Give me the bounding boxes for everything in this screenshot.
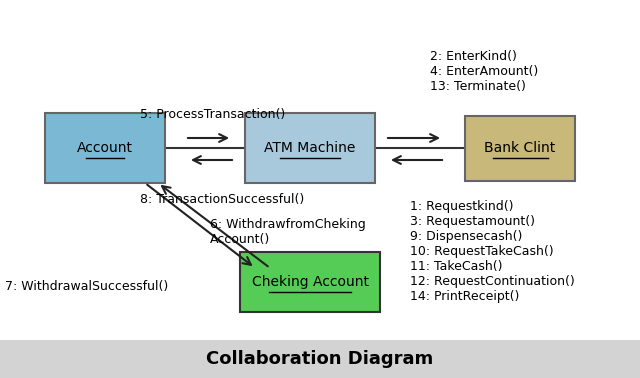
Text: Collaboration Diagram: Collaboration Diagram <box>206 350 434 368</box>
Text: Cheking Account: Cheking Account <box>252 275 369 289</box>
Text: 6: WithdrawfromCheking
Account(): 6: WithdrawfromCheking Account() <box>210 218 365 246</box>
Text: 2: EnterKind()
4: EnterAmount()
13: Terminate(): 2: EnterKind() 4: EnterAmount() 13: Term… <box>430 50 538 93</box>
FancyBboxPatch shape <box>465 116 575 181</box>
Text: 5: ProcessTransaction(): 5: ProcessTransaction() <box>140 108 285 121</box>
Text: 8: TransactionSuccessful(): 8: TransactionSuccessful() <box>140 193 304 206</box>
FancyBboxPatch shape <box>45 113 165 183</box>
Bar <box>0 340 640 378</box>
FancyBboxPatch shape <box>240 252 380 312</box>
Text: Account: Account <box>77 141 133 155</box>
Text: ATM Machine: ATM Machine <box>264 141 356 155</box>
Text: 7: WithdrawalSuccessful(): 7: WithdrawalSuccessful() <box>5 280 168 293</box>
Text: 1: Requestkind()
3: Requestamount()
9: Dispensecash()
10: RequestTakeCash()
11: : 1: Requestkind() 3: Requestamount() 9: D… <box>410 200 575 303</box>
FancyBboxPatch shape <box>245 113 375 183</box>
Bar <box>0 0 640 340</box>
Text: Bank Clint: Bank Clint <box>484 141 556 155</box>
